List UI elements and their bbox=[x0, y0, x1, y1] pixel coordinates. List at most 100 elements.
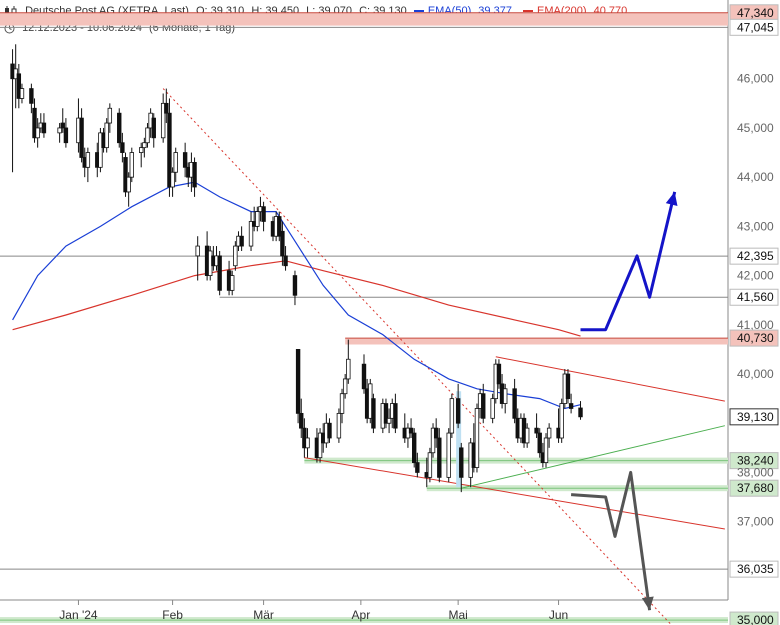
candle-body bbox=[415, 462, 420, 473]
y-tick-box bbox=[729, 611, 779, 625]
y-tick-box bbox=[729, 452, 779, 470]
candle-body bbox=[292, 275, 298, 296]
candle-body bbox=[524, 427, 530, 444]
candle-body bbox=[455, 398, 461, 424]
candle-body bbox=[546, 427, 552, 439]
candle-body bbox=[195, 245, 200, 257]
y-tick-box bbox=[729, 560, 779, 578]
candle-body bbox=[393, 403, 398, 429]
candle-body bbox=[160, 102, 166, 139]
candle-body bbox=[139, 147, 144, 153]
candle-body bbox=[543, 437, 549, 463]
resistance-zone bbox=[0, 12, 728, 26]
candle-body bbox=[60, 122, 65, 129]
projection-arrowhead bbox=[641, 596, 654, 611]
candle-body bbox=[280, 230, 285, 257]
y-tick-box bbox=[729, 479, 779, 497]
projection-arrowhead bbox=[665, 191, 678, 206]
candle-body bbox=[327, 422, 332, 439]
candle-body bbox=[336, 412, 342, 439]
candle-body bbox=[565, 373, 571, 400]
y-tick-label: 43,000 bbox=[737, 219, 774, 233]
candle-body bbox=[386, 417, 392, 424]
candle-body bbox=[568, 403, 574, 409]
candle-body bbox=[346, 358, 351, 380]
candle-body bbox=[383, 403, 389, 424]
y-tick-label: 47,045 bbox=[737, 20, 774, 34]
candle-body bbox=[512, 388, 517, 419]
candle-body bbox=[173, 152, 178, 173]
candle-body bbox=[449, 398, 455, 434]
candle-body bbox=[371, 398, 376, 429]
y-tick-label: 40,730 bbox=[737, 331, 774, 345]
candle-body bbox=[151, 117, 156, 139]
candle-body bbox=[433, 427, 439, 439]
x-tick-label: Jun bbox=[549, 608, 568, 622]
candle-body bbox=[63, 127, 69, 144]
candle-body bbox=[317, 432, 323, 459]
candle-body bbox=[239, 235, 244, 247]
candle-body bbox=[496, 363, 502, 385]
trendline-lower-channel bbox=[304, 457, 725, 530]
resistance-zone bbox=[345, 338, 728, 345]
candle-body bbox=[85, 152, 91, 168]
candle-body bbox=[233, 245, 238, 267]
candle-body bbox=[437, 437, 442, 478]
candle-body bbox=[537, 432, 542, 454]
trendline-upper-channel bbox=[495, 356, 725, 402]
y-tick-box bbox=[729, 288, 779, 306]
x-tick-label: Mai bbox=[448, 608, 467, 622]
candle-body bbox=[19, 88, 25, 99]
candle-body bbox=[104, 122, 109, 149]
candle-body bbox=[164, 102, 169, 114]
candle-body bbox=[129, 152, 134, 178]
trendline-rising-support bbox=[461, 425, 725, 489]
candle-body bbox=[283, 255, 288, 267]
candle-body bbox=[32, 107, 37, 139]
candle-body bbox=[98, 132, 103, 168]
y-tick-label: 42,395 bbox=[737, 249, 774, 263]
y-tick-box bbox=[729, 247, 779, 265]
candle-body bbox=[57, 127, 62, 134]
candle-body bbox=[578, 407, 583, 418]
y-tick-label: 44,000 bbox=[737, 170, 774, 184]
y-tick-label: 41,560 bbox=[737, 290, 774, 304]
candle-body bbox=[474, 408, 480, 468]
candle-body bbox=[126, 176, 131, 193]
candle-body bbox=[29, 88, 34, 104]
y-tick-label: 38,000 bbox=[737, 465, 774, 479]
candle-body bbox=[35, 127, 40, 139]
candle-body bbox=[230, 275, 235, 291]
y-tick-label: 36,035 bbox=[737, 562, 774, 576]
projection-bullish-scenario bbox=[580, 191, 677, 332]
candle-body bbox=[248, 221, 254, 247]
y-tick-label: 47,340 bbox=[737, 6, 774, 20]
candle-body bbox=[167, 112, 172, 188]
candle-body bbox=[255, 211, 260, 227]
highlight-bar bbox=[456, 391, 462, 488]
candle-body bbox=[217, 255, 222, 291]
candle-body bbox=[503, 388, 508, 404]
y-tick-label: 46,000 bbox=[737, 72, 774, 86]
candle-body bbox=[120, 142, 125, 153]
y-tick-label: 41,000 bbox=[737, 318, 774, 332]
candle-body bbox=[79, 117, 84, 158]
candle-body bbox=[145, 127, 150, 144]
candle-body bbox=[459, 447, 464, 478]
candle-body bbox=[305, 437, 310, 449]
candle-body bbox=[408, 427, 414, 434]
x-tick-label: Mär bbox=[253, 608, 274, 622]
x-tick-label: Apr bbox=[352, 608, 371, 622]
candle-body bbox=[123, 157, 128, 193]
x-tick-label: Feb bbox=[162, 608, 183, 622]
y-tick-label: 37,000 bbox=[737, 515, 774, 529]
candle-body bbox=[117, 112, 122, 144]
candle-body bbox=[107, 107, 113, 124]
candle-body bbox=[361, 363, 367, 390]
y-tick-box bbox=[729, 329, 779, 347]
candle-body bbox=[559, 403, 564, 439]
candle-body bbox=[446, 432, 451, 478]
candle-body bbox=[490, 398, 495, 419]
y-tick-label: 40,000 bbox=[737, 367, 774, 381]
